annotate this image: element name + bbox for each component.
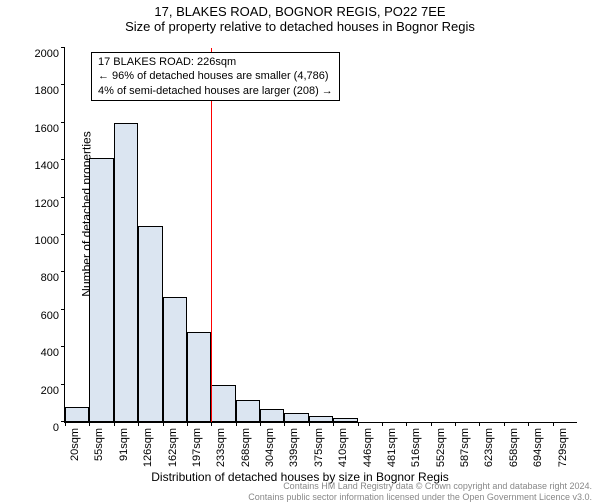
ytick-mark: [61, 197, 65, 198]
ytick-label: 1400: [35, 160, 59, 172]
xtick-mark: [455, 422, 456, 426]
histogram-bar: [309, 416, 333, 422]
annotation-box: 17 BLAKES ROAD: 226sqm← 96% of detached …: [91, 52, 340, 101]
xtick-label: 446sqm: [362, 428, 374, 467]
histogram-bar: [65, 407, 89, 422]
xtick-mark: [358, 422, 359, 426]
ytick-label: 800: [41, 272, 59, 284]
footer-line-1: Contains HM Land Registry data © Crown c…: [248, 481, 592, 492]
histogram-bar: [284, 413, 308, 422]
ytick-mark: [61, 271, 65, 272]
annotation-line-3: 4% of semi-detached houses are larger (2…: [98, 84, 333, 98]
ytick-mark: [61, 346, 65, 347]
xtick-mark: [431, 422, 432, 426]
histogram-bar: [163, 297, 187, 422]
xtick-label: 20sqm: [69, 428, 81, 461]
xtick-mark: [260, 422, 261, 426]
histogram-bar: [236, 400, 260, 422]
ytick-mark: [61, 159, 65, 160]
histogram-bar: [211, 385, 235, 422]
xtick-label: 339sqm: [288, 428, 300, 467]
ytick-label: 0: [53, 422, 59, 434]
ytick-label: 1600: [35, 123, 59, 135]
ytick-label: 200: [41, 385, 59, 397]
xtick-label: 233sqm: [215, 428, 227, 467]
xtick-label: 375sqm: [313, 428, 325, 467]
ytick-mark: [61, 384, 65, 385]
page-title: 17, BLAKES ROAD, BOGNOR REGIS, PO22 7EE: [0, 4, 600, 19]
xtick-mark: [138, 422, 139, 426]
xtick-mark: [187, 422, 188, 426]
xtick-label: 410sqm: [337, 428, 349, 467]
footer-line-2: Contains public sector information licen…: [248, 492, 592, 503]
xtick-mark: [211, 422, 212, 426]
xtick-label: 552sqm: [435, 428, 447, 467]
xtick-mark: [236, 422, 237, 426]
xtick-label: 694sqm: [532, 428, 544, 467]
chart-area: 020040060080010001200140016001800200020s…: [64, 48, 577, 423]
xtick-label: 516sqm: [410, 428, 422, 467]
xtick-mark: [114, 422, 115, 426]
ytick-label: 1000: [35, 235, 59, 247]
ytick-mark: [61, 309, 65, 310]
ytick-mark: [61, 234, 65, 235]
xtick-mark: [553, 422, 554, 426]
xtick-label: 91sqm: [118, 428, 130, 461]
xtick-label: 587sqm: [459, 428, 471, 467]
xtick-label: 658sqm: [508, 428, 520, 467]
histogram-bar: [89, 158, 113, 422]
xtick-mark: [284, 422, 285, 426]
xtick-mark: [309, 422, 310, 426]
histogram-bar: [187, 332, 211, 422]
histogram-bar: [260, 409, 284, 422]
xtick-label: 197sqm: [191, 428, 203, 467]
xtick-label: 623sqm: [483, 428, 495, 467]
ytick-label: 1200: [35, 198, 59, 210]
xtick-mark: [333, 422, 334, 426]
ytick-mark: [61, 122, 65, 123]
ytick-mark: [61, 84, 65, 85]
ytick-label: 2000: [35, 48, 59, 60]
xtick-mark: [479, 422, 480, 426]
ytick-label: 600: [41, 310, 59, 322]
xtick-mark: [89, 422, 90, 426]
ytick-mark: [61, 47, 65, 48]
xtick-mark: [406, 422, 407, 426]
xtick-label: 126sqm: [142, 428, 154, 467]
histogram-bar: [138, 226, 162, 422]
xtick-label: 162sqm: [167, 428, 179, 467]
xtick-mark: [382, 422, 383, 426]
xtick-label: 55sqm: [93, 428, 105, 461]
annotation-line-1: 17 BLAKES ROAD: 226sqm: [98, 55, 333, 69]
ytick-label: 400: [41, 347, 59, 359]
xtick-mark: [65, 422, 66, 426]
property-marker-line: [211, 48, 212, 422]
annotation-line-2: ← 96% of detached houses are smaller (4,…: [98, 69, 333, 83]
xtick-mark: [528, 422, 529, 426]
xtick-label: 481sqm: [386, 428, 398, 467]
xtick-label: 268sqm: [240, 428, 252, 467]
ytick-label: 1800: [35, 85, 59, 97]
xtick-label: 729sqm: [557, 428, 569, 467]
page-subtitle: Size of property relative to detached ho…: [0, 19, 600, 34]
xtick-mark: [504, 422, 505, 426]
histogram-bar: [333, 418, 357, 422]
xtick-label: 304sqm: [264, 428, 276, 467]
histogram-bar: [114, 123, 138, 422]
xtick-mark: [163, 422, 164, 426]
